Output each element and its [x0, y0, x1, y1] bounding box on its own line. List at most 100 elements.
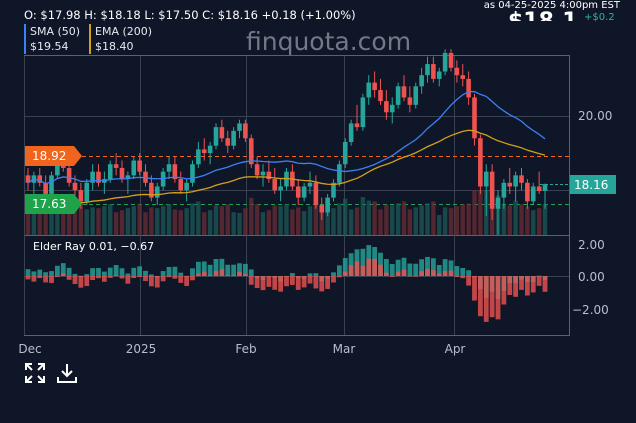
bull-power-bar	[31, 271, 37, 276]
candle-body	[231, 130, 236, 146]
volume-bar	[290, 209, 295, 235]
candle-body	[237, 123, 242, 131]
candle-body	[84, 182, 90, 202]
bear-power-bar	[101, 276, 107, 282]
bull-power-bar	[336, 265, 342, 276]
bear-power-bar	[242, 274, 248, 276]
candle-body	[154, 186, 160, 198]
volume-bar	[102, 206, 107, 235]
candle-body	[360, 97, 366, 128]
bull-power-bar	[60, 263, 66, 276]
bull-power-bar	[419, 259, 425, 276]
candle-body	[131, 160, 137, 176]
candle-body	[525, 182, 530, 202]
legend-sma-label: SMA (50)	[30, 25, 81, 38]
candle-body	[25, 175, 31, 183]
bull-power-bar	[143, 270, 148, 276]
bear-power-bar	[43, 276, 49, 283]
bear-power-bar	[278, 276, 284, 292]
bull-power-bar	[54, 265, 60, 276]
bear-power-bar	[448, 270, 454, 276]
legend-sma[interactable]: SMA (50) $19.54	[24, 24, 80, 54]
bear-power-bar	[190, 276, 195, 281]
candle-body	[307, 182, 313, 187]
volume-bar	[231, 212, 236, 235]
candle-body	[49, 175, 54, 194]
candle-body	[378, 90, 383, 102]
bear-power-bar	[31, 276, 37, 282]
low-price-value: 17.63	[32, 197, 66, 211]
volume-bar	[202, 212, 207, 235]
bull-power-bar	[172, 266, 178, 276]
volume-bar	[237, 213, 242, 235]
bull-power-bar	[348, 253, 354, 276]
bull-power-bar	[454, 266, 460, 276]
bear-power-bar	[172, 276, 178, 279]
candle-body	[172, 164, 178, 180]
candle-body	[119, 167, 125, 180]
bull-power-bar	[242, 263, 248, 276]
candle-body	[196, 149, 201, 165]
candle-body	[501, 182, 507, 198]
bear-power-bar	[501, 276, 507, 305]
volume-bar	[431, 201, 436, 235]
volume-bar	[84, 209, 89, 235]
bear-power-bar	[178, 276, 184, 283]
volume-bar	[301, 211, 307, 235]
volume-bar	[284, 204, 289, 235]
candle-body	[495, 197, 501, 209]
candle-body	[366, 82, 372, 98]
low-price-tag: 17.63	[25, 194, 82, 214]
candle-body	[460, 75, 466, 79]
bear-power-bar	[284, 276, 289, 287]
candle-body	[466, 78, 471, 98]
bull-power-bar	[190, 268, 195, 276]
bull-power-bar	[401, 257, 407, 276]
volume-bar	[190, 203, 195, 235]
bear-power-bar	[336, 276, 342, 278]
bear-power-bar	[513, 276, 519, 297]
bear-power-bar	[413, 275, 419, 277]
bear-power-bar	[483, 276, 489, 322]
volume-bar	[425, 203, 430, 235]
bear-power-bar	[348, 265, 354, 276]
download-icon[interactable]	[56, 362, 78, 388]
legend-ema-label: EMA (200)	[95, 25, 153, 38]
x-tick-label: Mar	[333, 342, 356, 356]
bull-power-bar	[395, 259, 401, 276]
bull-power-bar	[383, 259, 389, 276]
bear-power-bar	[289, 276, 295, 285]
elder-ray-bars	[25, 245, 548, 322]
volume-bar	[249, 197, 254, 235]
candle-body	[337, 164, 342, 183]
bear-power-bar	[195, 273, 201, 276]
legend-ema[interactable]: EMA (200) $18.40	[89, 24, 152, 54]
candle-body	[384, 101, 389, 113]
candle-body	[478, 138, 483, 187]
expand-icon[interactable]	[24, 362, 46, 388]
volume-bar	[72, 206, 78, 235]
candle-body	[448, 52, 454, 68]
bear-power-bar	[542, 276, 548, 292]
candles	[25, 49, 548, 235]
x-tick-label: Dec	[18, 342, 41, 356]
bear-power-bar	[325, 276, 331, 289]
volume-bar	[478, 190, 483, 235]
last-price-value: 18.16	[574, 178, 608, 192]
bear-power-bar	[460, 276, 466, 279]
bull-power-bar	[178, 272, 184, 276]
candle-body	[266, 171, 272, 180]
bull-power-bar	[213, 259, 219, 276]
volume-bar	[507, 205, 512, 235]
candle-body	[166, 164, 172, 172]
bear-power-bar	[295, 276, 301, 290]
volume-bar	[296, 207, 301, 235]
bear-power-bar	[266, 276, 272, 287]
bull-power-bar	[360, 248, 366, 276]
candle-body	[248, 138, 254, 165]
candle-body	[372, 82, 377, 91]
volume-bar	[90, 207, 95, 235]
bear-power-bar	[389, 275, 395, 277]
candle-body	[401, 86, 407, 98]
